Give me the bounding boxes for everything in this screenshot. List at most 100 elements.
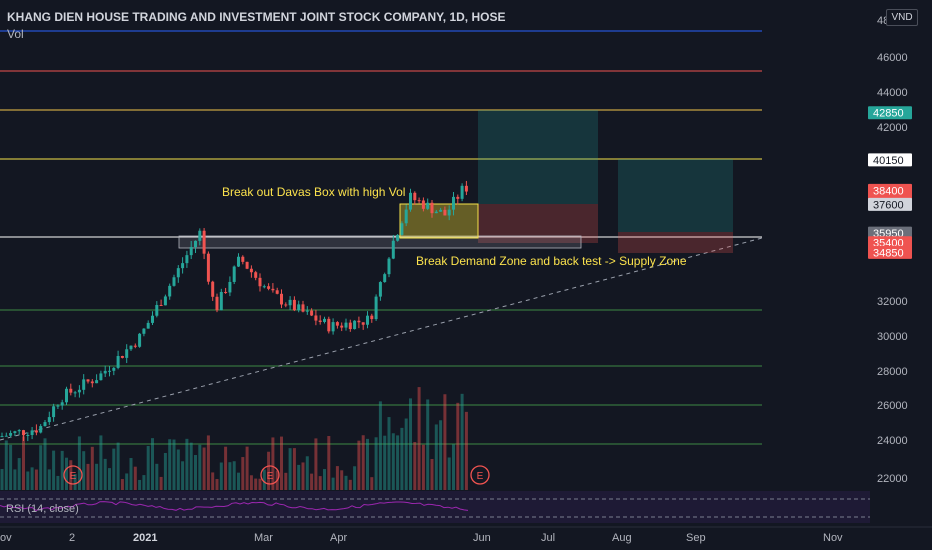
earnings-marker-1[interactable]: E xyxy=(70,471,77,482)
candle-body xyxy=(245,261,249,269)
candle-body xyxy=(82,379,86,390)
candle-body xyxy=(215,296,219,311)
svg-text:38400: 38400 xyxy=(873,185,904,197)
volume-bar xyxy=(22,436,25,490)
volume-bar xyxy=(318,476,322,490)
volume-bar xyxy=(43,438,47,490)
volume-bar xyxy=(335,466,339,490)
volume-bar xyxy=(108,468,111,490)
candle-body xyxy=(13,431,17,434)
candle-body xyxy=(413,192,417,201)
earnings-markers[interactable]: E E E xyxy=(63,465,490,485)
candle-body xyxy=(202,230,206,254)
candle-body xyxy=(39,426,43,433)
volume-indicator-label[interactable]: Vol xyxy=(7,27,24,41)
currency-badge[interactable]: VND xyxy=(886,9,918,26)
candle-body xyxy=(241,256,245,262)
volume-bar xyxy=(189,442,193,490)
rsi-line xyxy=(0,501,469,511)
volume-bar xyxy=(73,474,77,490)
volume-bar xyxy=(323,469,326,490)
volume-bar xyxy=(344,475,348,490)
earnings-marker-3[interactable]: E xyxy=(477,471,484,482)
volume-bar xyxy=(151,438,154,490)
volume-bars xyxy=(0,387,468,490)
horizontal-levels xyxy=(0,30,762,445)
volume-bar xyxy=(155,463,159,490)
volume-bar xyxy=(146,445,150,490)
candle-body xyxy=(357,320,361,323)
long-position-2-target xyxy=(618,159,733,232)
svg-text:34850: 34850 xyxy=(873,247,904,259)
candle-body xyxy=(430,202,434,214)
volume-bar xyxy=(434,424,438,490)
volume-bar xyxy=(202,447,206,490)
volume-bar xyxy=(56,475,60,490)
darvas-box xyxy=(399,203,479,239)
candle-body xyxy=(262,286,266,288)
volume-bar xyxy=(13,469,17,490)
candle-body xyxy=(464,185,468,192)
candle-body xyxy=(194,240,197,248)
candle-body xyxy=(34,430,38,433)
candle-body xyxy=(198,230,202,241)
candle-body xyxy=(112,367,116,371)
volume-bar xyxy=(391,433,395,490)
volume-bar xyxy=(383,435,387,490)
volume-bar xyxy=(288,448,292,490)
candle-body xyxy=(4,435,8,437)
candle-body xyxy=(99,373,103,381)
time-label: 2 xyxy=(69,532,75,544)
candle-body xyxy=(254,272,258,278)
price-axis[interactable]: 48000 46000 44000 42000 32000 30000 2800… xyxy=(870,0,932,550)
candle-body xyxy=(443,209,447,216)
candle-body xyxy=(120,356,124,358)
volume-bar xyxy=(176,449,180,490)
volume-bar xyxy=(112,448,116,490)
candle-body xyxy=(17,430,21,432)
candle-body xyxy=(103,370,107,374)
candle-body xyxy=(159,304,163,306)
candle-body xyxy=(185,255,189,264)
price-tick: 44000 xyxy=(877,87,908,99)
volume-bar xyxy=(245,446,249,490)
candle-body xyxy=(90,381,94,384)
volume-bar xyxy=(181,461,185,490)
volume-bar xyxy=(292,448,296,490)
volume-bar xyxy=(219,462,223,490)
candle-body xyxy=(52,406,56,418)
volume-bar xyxy=(224,446,228,490)
candle-body xyxy=(181,263,185,269)
volume-bar xyxy=(69,460,73,490)
volume-bar xyxy=(297,464,301,490)
time-label: ov xyxy=(0,532,12,544)
candle-body xyxy=(314,315,318,321)
demand-zone xyxy=(178,235,582,249)
volume-bar xyxy=(77,436,81,490)
price-label: 34850 xyxy=(868,245,912,259)
volume-bar xyxy=(280,436,283,490)
volume-bar xyxy=(258,478,262,490)
candle-body xyxy=(168,285,172,297)
candle-body xyxy=(60,402,64,406)
time-label: Mar xyxy=(254,532,273,544)
price-tick: 42000 xyxy=(877,122,908,134)
price-label: 40150 xyxy=(868,153,912,167)
time-axis[interactable]: ov 2 2021 Mar Apr Jun Jul Aug Sep Nov xyxy=(0,526,932,544)
candle-body xyxy=(383,274,387,283)
volume-bar xyxy=(99,435,103,490)
volume-bar xyxy=(348,479,352,490)
candle-body xyxy=(417,200,421,202)
price-tick: 26000 xyxy=(877,400,908,412)
volume-bar xyxy=(206,435,210,490)
volume-bar xyxy=(361,435,365,490)
volume-bar xyxy=(142,475,146,490)
volume-bar xyxy=(133,466,137,490)
candle-body xyxy=(86,379,90,382)
volume-bar xyxy=(125,473,129,490)
volume-bar xyxy=(215,479,219,490)
volume-bar xyxy=(267,451,271,490)
earnings-marker-2[interactable]: E xyxy=(267,471,274,482)
volume-bar xyxy=(9,444,13,490)
